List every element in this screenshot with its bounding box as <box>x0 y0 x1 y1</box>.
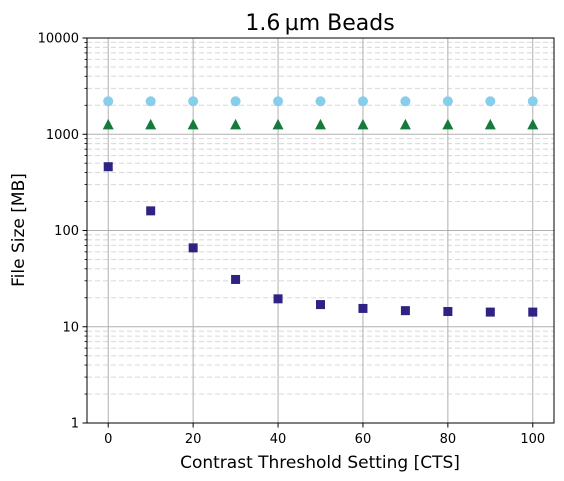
data-point <box>527 96 538 107</box>
data-point <box>527 118 539 130</box>
data-point <box>230 96 241 107</box>
data-point <box>102 118 114 130</box>
axis-ticks: 1 10 100 1000 10000 0 20 40 60 80 100 <box>38 32 546 448</box>
data-point <box>230 118 242 130</box>
data-point <box>103 162 113 172</box>
data-point <box>443 307 453 317</box>
data-point <box>484 118 496 130</box>
x-tick-label: 80 <box>440 432 457 447</box>
data-point <box>146 206 156 216</box>
y-axis-label: File Size [MB] <box>9 173 29 287</box>
data-point <box>188 96 199 107</box>
data-point <box>358 303 368 313</box>
data-point <box>145 96 156 107</box>
x-tick-label: 60 <box>355 432 372 447</box>
data-point <box>187 118 199 130</box>
data-point <box>273 96 284 107</box>
grid <box>87 37 554 424</box>
x-tick-label: 0 <box>104 432 112 447</box>
data-point <box>357 118 369 130</box>
x-tick-label: 20 <box>185 432 202 447</box>
data-point <box>315 96 326 107</box>
series-triangle <box>102 118 539 130</box>
y-tick-label: 10 <box>62 320 79 335</box>
y-tick-label: 1 <box>71 417 79 432</box>
data-point <box>442 118 454 130</box>
data-point <box>315 118 326 130</box>
series-square <box>103 162 538 317</box>
data-point <box>188 243 198 253</box>
data-point <box>273 294 283 304</box>
data-point <box>399 118 411 130</box>
data-point <box>400 306 410 316</box>
data-point <box>357 96 368 107</box>
y-tick-label: 1000 <box>46 128 79 143</box>
chart-title: 1.6 µm Beads <box>245 11 394 36</box>
x-tick-label: 40 <box>270 432 287 447</box>
x-axis-label: Contrast Threshold Setting [CTS] <box>180 453 460 473</box>
data-point <box>442 96 453 107</box>
data-point <box>231 274 241 284</box>
data-point <box>485 307 495 317</box>
data-point <box>272 118 284 130</box>
data-point <box>485 96 496 107</box>
data-point <box>400 96 411 107</box>
data-point <box>103 96 114 107</box>
data-series <box>102 96 539 317</box>
series-circle <box>103 96 538 107</box>
x-tick-label: 100 <box>520 432 545 447</box>
y-tick-label: 10000 <box>38 32 79 47</box>
data-point <box>145 118 157 130</box>
data-point <box>316 300 325 310</box>
data-point <box>528 307 538 317</box>
y-tick-label: 100 <box>54 224 79 239</box>
